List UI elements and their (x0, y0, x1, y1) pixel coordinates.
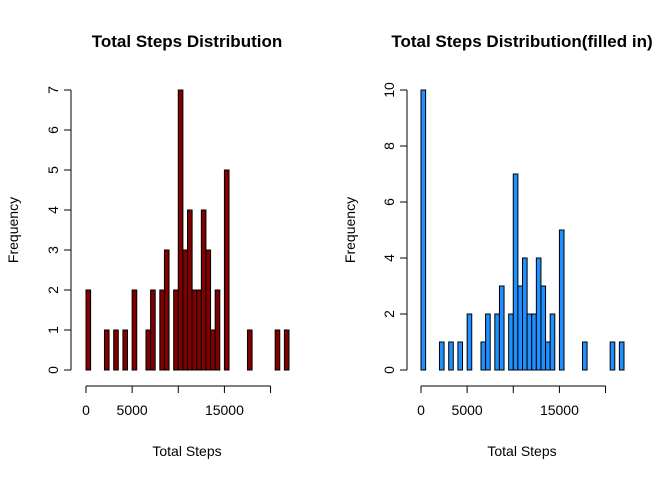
histogram-bar (512, 173, 519, 371)
histogram-bar (85, 289, 92, 371)
y-tick-label: 4 (45, 206, 61, 214)
y-tick-label: 5 (45, 166, 61, 174)
y-axis: 0 1 2 3 4 5 6 7 (45, 86, 72, 374)
x-axis-label: Total Steps (152, 443, 221, 459)
histogram-bar (187, 209, 193, 371)
histogram-bar (246, 329, 253, 371)
y-tick-label: 8 (381, 142, 397, 150)
histogram-bar (173, 289, 179, 371)
histogram-bar (191, 289, 198, 371)
y-axis-label: Frequency (5, 197, 21, 263)
histogram-bar (420, 89, 427, 371)
histogram-bar (457, 341, 464, 371)
histogram-bar (540, 285, 547, 371)
histogram-bar (196, 289, 202, 371)
histogram-bar (517, 285, 523, 371)
x-tick-label: 5000 (452, 402, 483, 418)
histogram-bar (581, 341, 588, 371)
y-tick-label: 7 (45, 86, 61, 94)
histogram-bar (113, 329, 119, 371)
x-axis: 0 5000 15000 (82, 385, 272, 418)
histogram-panel-1: Total Steps Distribution Total Steps Fre… (5, 32, 290, 459)
bar-group (85, 89, 290, 371)
y-tick-label: 2 (45, 286, 61, 294)
histogram-bar (508, 313, 514, 371)
histogram-bar (274, 329, 281, 371)
x-tick-label: 5000 (117, 402, 148, 418)
y-tick-label: 6 (45, 126, 61, 134)
histogram-bar (131, 289, 138, 371)
histogram-bar (200, 209, 207, 371)
y-tick-label: 4 (381, 254, 397, 262)
histogram-bar (122, 329, 129, 371)
histogram-panel-2: Total Steps Distribution(filled in) Tota… (342, 32, 653, 459)
y-axis-label: Frequency (342, 197, 358, 263)
histogram-bar (145, 329, 152, 371)
histogram-bar (494, 313, 500, 371)
histogram-bar (480, 341, 487, 371)
x-tick-label: 0 (417, 402, 425, 418)
histogram-bar (545, 341, 551, 371)
bar-group (420, 89, 625, 371)
histogram-bar (522, 257, 528, 371)
histogram-bar (159, 289, 165, 371)
y-tick-label: 1 (45, 326, 61, 334)
histogram-bar (531, 313, 537, 371)
histogram-bar (214, 289, 221, 371)
y-tick-label: 10 (381, 82, 397, 98)
x-axis-label: Total Steps (487, 443, 556, 459)
histogram-bar (609, 341, 616, 371)
histogram-bar (558, 229, 565, 371)
histogram-bar (438, 341, 445, 371)
chart-title: Total Steps Distribution(filled in) (391, 32, 652, 51)
histogram-bar (618, 341, 625, 371)
histogram-bar (466, 313, 473, 371)
histogram-bar (549, 313, 556, 371)
y-tick-label: 0 (381, 366, 397, 374)
y-axis: 0 2 4 6 8 10 (381, 82, 408, 374)
histogram-bar (177, 89, 184, 371)
y-tick-label: 6 (381, 198, 397, 206)
histogram-bar (485, 313, 491, 371)
histogram-bar (283, 329, 290, 371)
x-axis: 0 5000 15000 (417, 385, 607, 418)
y-tick-label: 3 (45, 246, 61, 254)
histogram-bar (223, 169, 230, 371)
histogram-bar (182, 249, 189, 371)
x-tick-label: 15000 (205, 402, 244, 418)
histogram-bar (498, 285, 505, 371)
x-tick-label: 0 (82, 402, 90, 418)
chart-title: Total Steps Distribution (92, 32, 282, 51)
y-tick-label: 2 (381, 310, 397, 318)
y-tick-label: 0 (45, 366, 61, 374)
histogram-bar (163, 249, 170, 371)
histogram-bar (210, 329, 216, 371)
histogram-bar (150, 289, 156, 371)
histogram-bar (205, 249, 212, 371)
histogram-bar (526, 313, 533, 371)
histogram-bar (535, 257, 542, 371)
histogram-bar (448, 341, 454, 371)
x-tick-label: 15000 (540, 402, 579, 418)
histogram-bar (103, 329, 110, 371)
